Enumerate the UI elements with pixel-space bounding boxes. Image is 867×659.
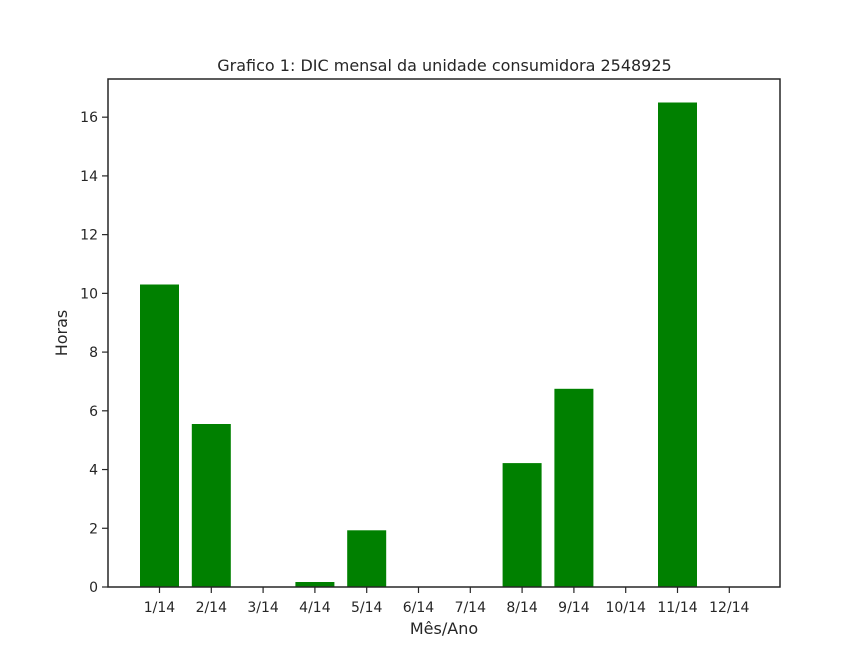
bar-4-14 — [295, 582, 335, 587]
x-tick-label: 9/14 — [558, 600, 590, 616]
x-tick-label: 10/14 — [606, 600, 646, 616]
x-tick-label: 5/14 — [351, 600, 383, 616]
y-tick-label: 0 — [89, 580, 98, 596]
bar-9-14 — [554, 388, 594, 587]
bar-8-14 — [502, 463, 542, 587]
y-axis: 0 2 4 6 8 10 12 14 16 — [80, 110, 108, 596]
x-tick-label: 7/14 — [455, 600, 487, 616]
bar-5-14 — [347, 530, 387, 587]
y-tick-label: 6 — [89, 404, 98, 420]
x-axis: 1/14 2/14 3/14 4/14 5/14 6/14 7/14 8/14 9/14 10/1… — [144, 587, 750, 616]
y-tick-label: 4 — [89, 463, 98, 479]
chart-title: Grafico 1: DIC mensal da unidade consumi… — [217, 56, 671, 75]
x-tick-label: 2/14 — [196, 600, 228, 616]
x-axis-label: Mês/Ano — [410, 619, 478, 638]
y-tick-label: 10 — [80, 286, 98, 302]
x-tick-label: 1/14 — [144, 600, 176, 616]
x-tick-label: 6/14 — [403, 600, 435, 616]
y-axis-label: Horas — [52, 310, 71, 357]
x-tick-label: 11/14 — [657, 600, 697, 616]
x-tick-label: 8/14 — [506, 600, 538, 616]
y-tick-label: 16 — [80, 110, 98, 126]
bar-11-14 — [658, 102, 697, 587]
plot-frame — [107, 78, 781, 588]
y-tick-label: 8 — [89, 345, 98, 361]
x-tick-label: 4/14 — [299, 600, 331, 616]
y-tick-label: 14 — [80, 169, 98, 185]
x-tick-label: 3/14 — [247, 600, 279, 616]
y-tick-label: 2 — [89, 521, 98, 537]
y-tick-label: 12 — [80, 228, 98, 244]
bar-1-14 — [140, 284, 179, 587]
bars-group — [140, 102, 697, 587]
bar-2-14 — [191, 424, 231, 587]
x-tick-label: 12/14 — [709, 600, 749, 616]
